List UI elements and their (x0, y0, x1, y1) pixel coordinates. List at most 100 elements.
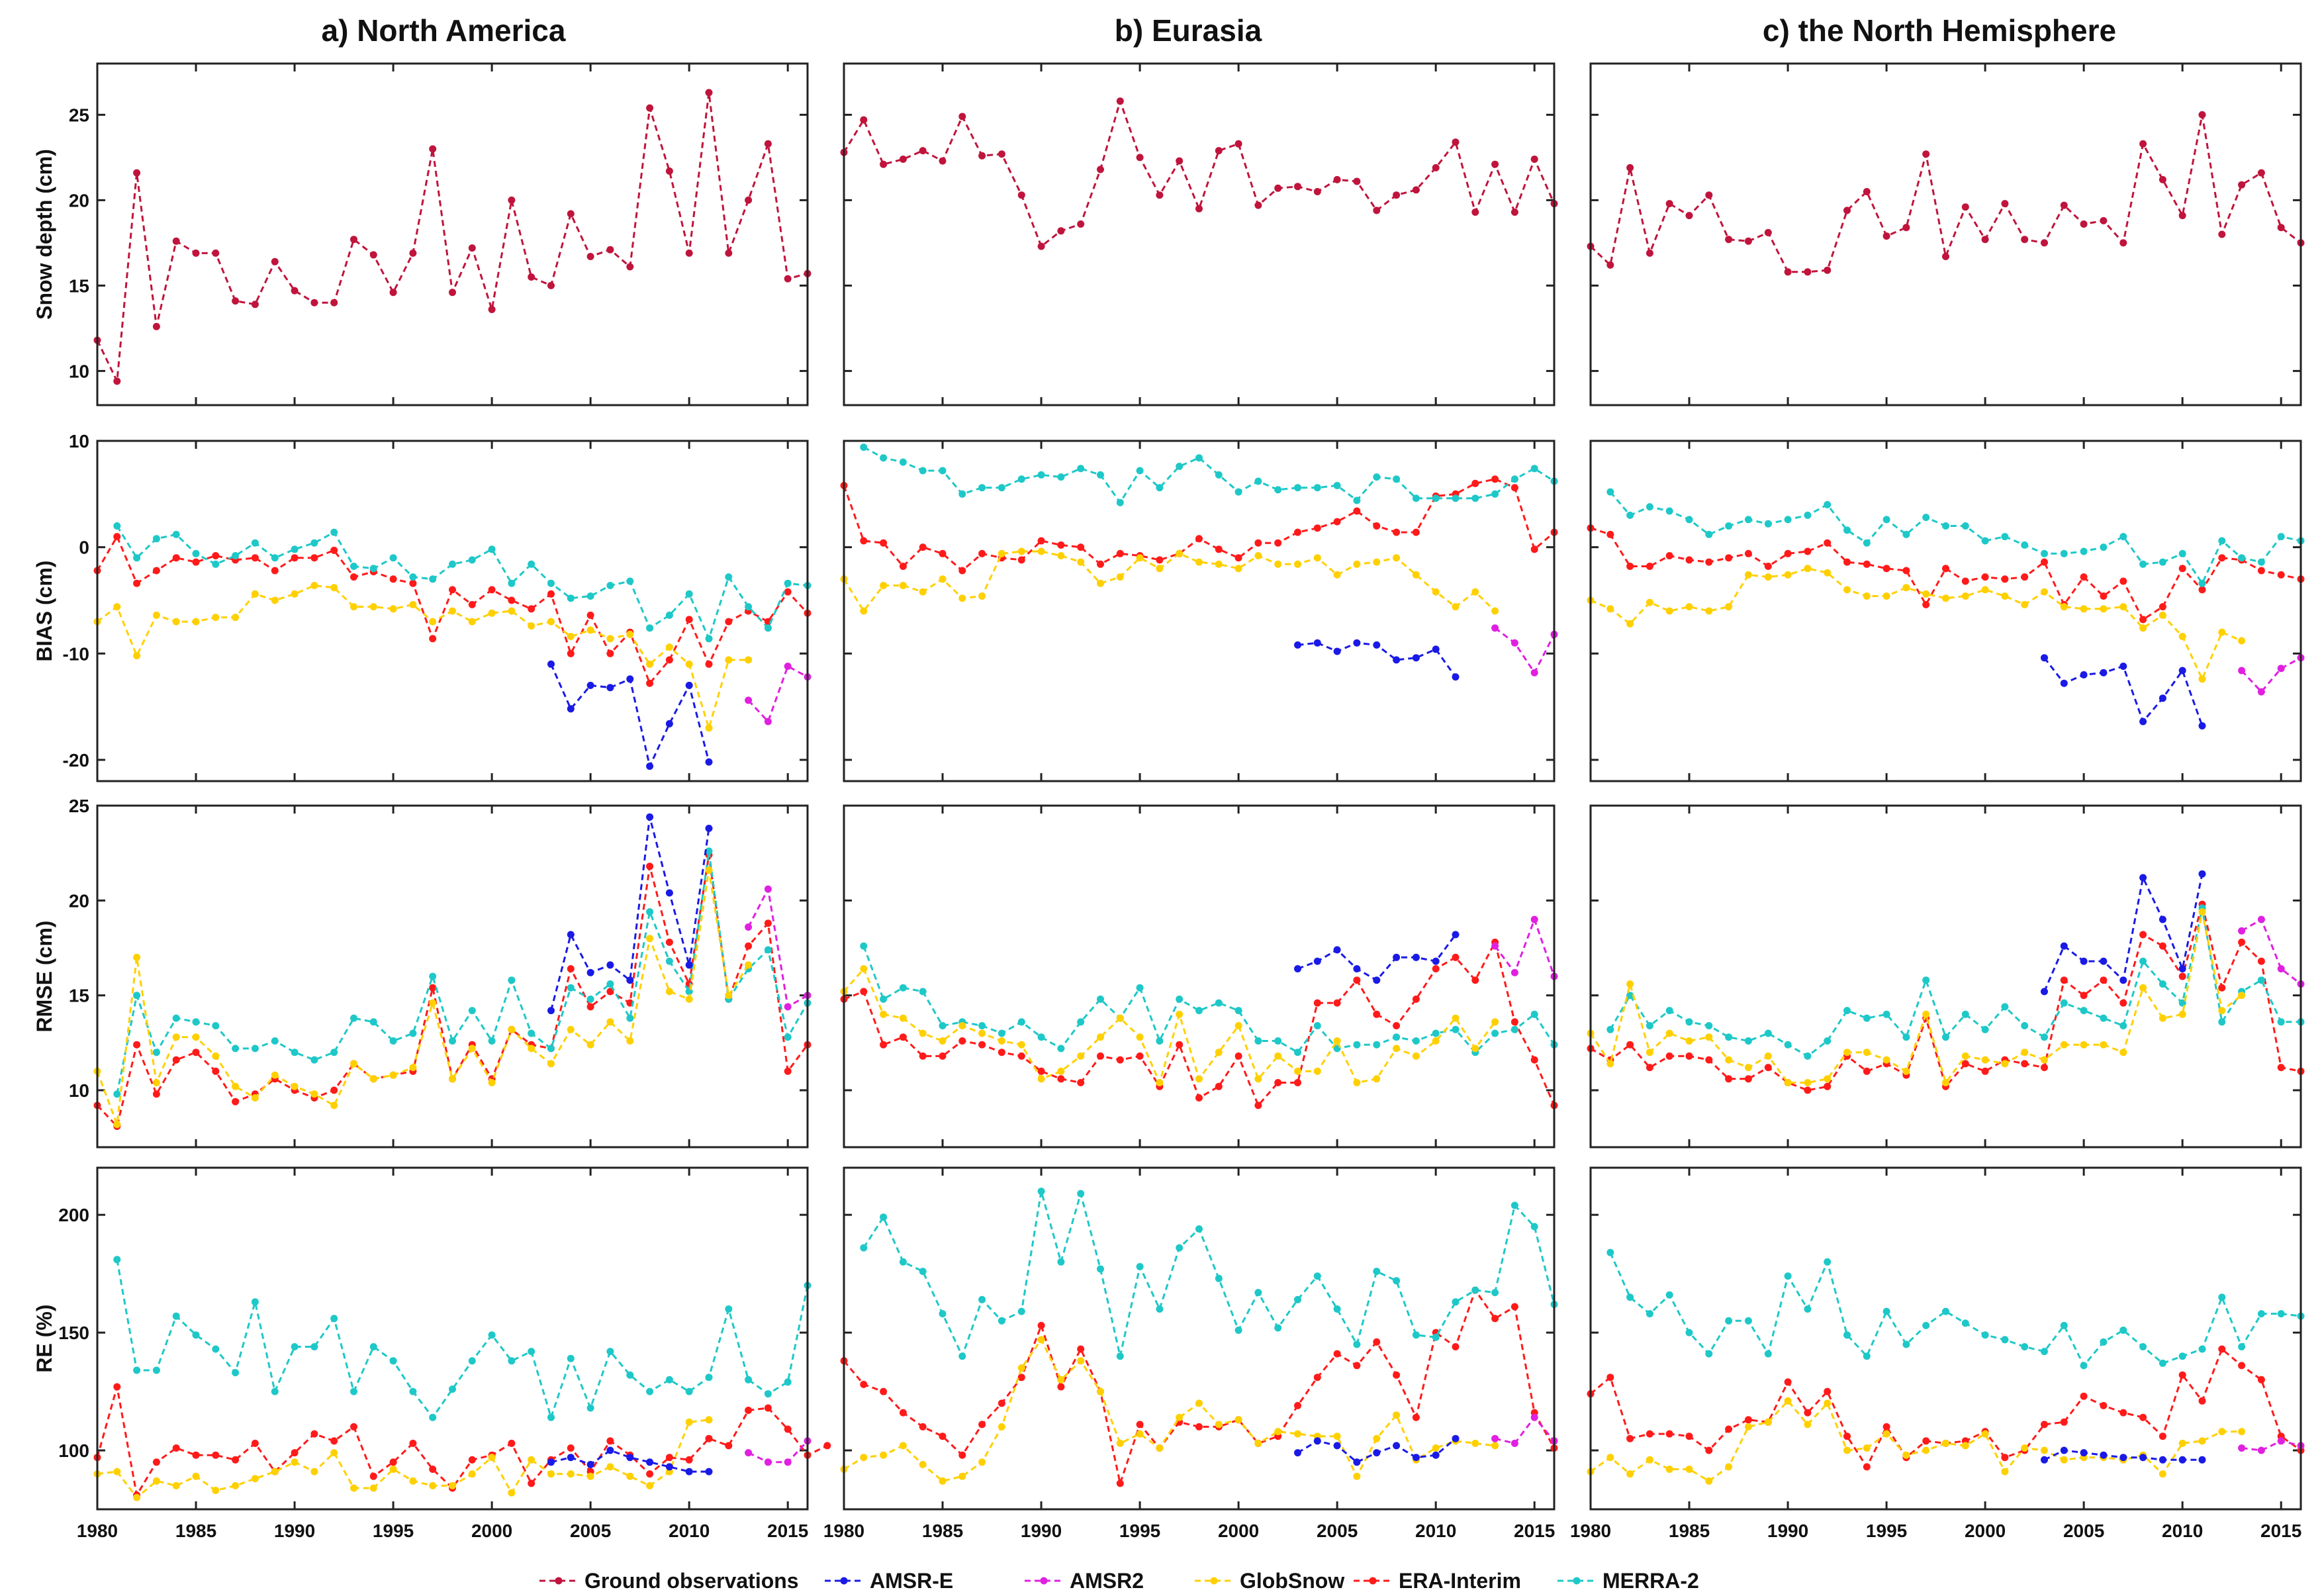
data-point (784, 588, 792, 596)
data-point (2100, 1338, 2108, 1346)
data-point (1510, 484, 1518, 492)
series-era-interim (93, 851, 812, 1130)
data-point (1744, 516, 1752, 524)
data-point (369, 1472, 377, 1480)
data-point (1215, 560, 1223, 568)
data-point (1626, 1434, 1634, 1442)
series-merra-2 (113, 522, 812, 643)
data-point (1843, 526, 1851, 534)
data-point (172, 1481, 180, 1489)
data-point (1393, 1277, 1401, 1285)
column-title-north-america: a) North America (322, 13, 566, 48)
data-point (1705, 1033, 1713, 1041)
data-point (1764, 228, 1772, 236)
data-point (1764, 1029, 1772, 1037)
series-line (116, 525, 808, 642)
data-point (1882, 1430, 1890, 1438)
data-point (547, 281, 555, 289)
x-tick-label: 2005 (1317, 1521, 1358, 1541)
data-point (919, 1052, 927, 1060)
data-point (899, 984, 907, 992)
data-point (1353, 1041, 1361, 1049)
data-point (172, 1014, 180, 1022)
data-point (251, 1045, 259, 1053)
data-point (705, 660, 713, 668)
series-line (96, 855, 809, 1129)
data-point (2080, 671, 2088, 679)
data-point (1491, 160, 1499, 168)
data-point (2198, 722, 2206, 729)
data-point (192, 1033, 200, 1041)
data-point (899, 1033, 907, 1041)
data-point (860, 444, 868, 451)
x-tick-label: 1995 (373, 1521, 414, 1541)
data-point (1156, 1305, 1164, 1313)
data-point (1393, 528, 1401, 536)
data-point (998, 549, 1005, 557)
data-point (1412, 1037, 1420, 1045)
data-point (646, 624, 654, 632)
data-point (1942, 1079, 1949, 1086)
data-point (606, 1348, 614, 1356)
data-point (271, 1387, 279, 1395)
data-point (508, 1025, 516, 1033)
data-point (1274, 1037, 1282, 1045)
data-point (1057, 1383, 1065, 1391)
data-point (2257, 976, 2265, 984)
data-point (899, 563, 907, 570)
data-point (2277, 965, 2285, 972)
data-point (547, 660, 555, 668)
data-point (350, 1014, 357, 1022)
panel-frame (843, 804, 1556, 1149)
data-point (705, 1374, 713, 1382)
data-point (1922, 590, 1930, 598)
data-point (919, 988, 927, 996)
series-ground-observations (840, 97, 1558, 250)
data-point (1037, 1321, 1045, 1329)
data-point (646, 679, 654, 687)
data-point (725, 249, 733, 257)
data-point (2139, 140, 2147, 148)
data-point (2257, 558, 2265, 566)
data-point (939, 1037, 947, 1045)
data-point (192, 1451, 200, 1459)
data-point (2139, 560, 2147, 568)
data-point (2041, 988, 2048, 996)
data-point (310, 582, 318, 589)
data-point (1116, 498, 1124, 506)
data-point (1313, 1022, 1321, 1029)
data-point (172, 1312, 180, 1320)
data-point (586, 1472, 594, 1480)
data-point (1665, 552, 1673, 559)
data-point (409, 1387, 417, 1395)
data-point (2178, 1456, 2186, 1464)
data-point (1195, 1007, 1203, 1015)
data-point (2218, 1428, 2226, 1436)
data-point (2021, 1343, 2029, 1350)
data-point (1412, 1413, 1420, 1421)
data-point (1824, 1037, 1832, 1045)
series-globsnow (1587, 908, 2246, 1086)
data-point (1432, 965, 1440, 972)
panel-north-america-row0: 10 15 20 25 Snow depth (cm) (32, 62, 812, 406)
data-point (1393, 475, 1401, 483)
data-point (449, 289, 456, 297)
data-point (606, 988, 614, 996)
data-point (2001, 575, 2009, 583)
data-point (2198, 1437, 2206, 1445)
data-point (1373, 1041, 1381, 1049)
data-point (1116, 549, 1124, 557)
data-point (1156, 556, 1164, 564)
data-point (212, 1067, 220, 1075)
data-point (429, 575, 437, 583)
data-point (2238, 667, 2246, 675)
series-ground-observations (1587, 111, 2305, 276)
y-axis-label: BIAS (cm) (32, 561, 56, 662)
data-point (1961, 1010, 1969, 1018)
y-tick-label: 15 (69, 986, 89, 1006)
data-point (1136, 1421, 1144, 1429)
data-point (547, 1413, 555, 1421)
data-point (251, 554, 259, 562)
data-point (547, 1060, 555, 1068)
data-point (2119, 1327, 2127, 1334)
